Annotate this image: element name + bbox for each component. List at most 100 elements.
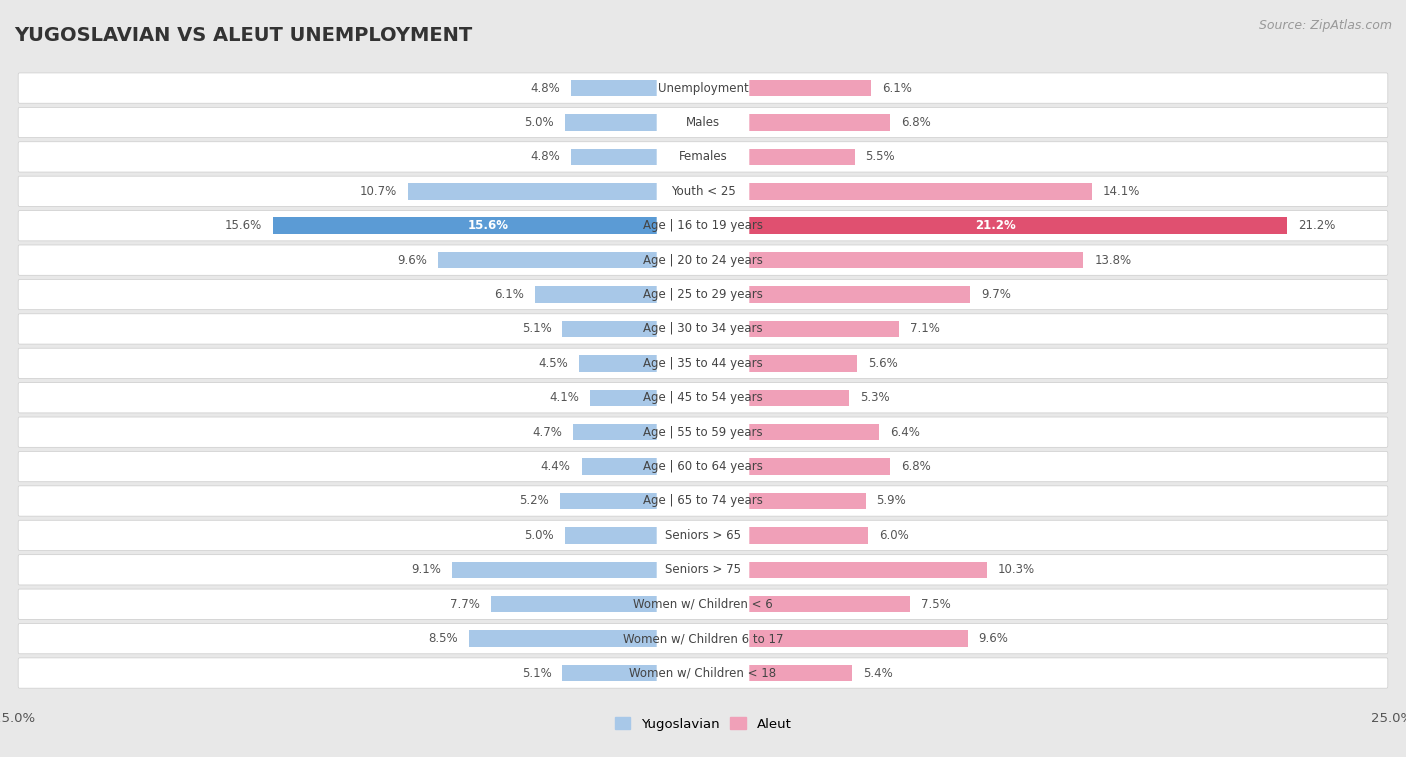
- Text: 4.7%: 4.7%: [533, 425, 562, 438]
- FancyBboxPatch shape: [657, 318, 749, 340]
- Bar: [562, 321, 703, 337]
- Bar: [703, 355, 858, 372]
- Text: Women w/ Children 6 to 17: Women w/ Children 6 to 17: [623, 632, 783, 645]
- Bar: [534, 286, 703, 303]
- Text: Males: Males: [686, 116, 720, 129]
- FancyBboxPatch shape: [657, 146, 749, 168]
- Text: 4.8%: 4.8%: [530, 151, 560, 164]
- FancyBboxPatch shape: [657, 352, 749, 375]
- FancyBboxPatch shape: [18, 589, 1388, 619]
- Text: 5.1%: 5.1%: [522, 667, 551, 680]
- Text: 7.5%: 7.5%: [921, 598, 950, 611]
- Text: 6.1%: 6.1%: [494, 288, 524, 301]
- Text: Age | 35 to 44 years: Age | 35 to 44 years: [643, 357, 763, 370]
- Text: Age | 60 to 64 years: Age | 60 to 64 years: [643, 460, 763, 473]
- Text: 10.7%: 10.7%: [360, 185, 396, 198]
- Text: 7.7%: 7.7%: [450, 598, 479, 611]
- Text: 9.7%: 9.7%: [981, 288, 1011, 301]
- Bar: [703, 148, 855, 165]
- Bar: [703, 665, 852, 681]
- Bar: [273, 217, 703, 234]
- Bar: [703, 424, 879, 441]
- FancyBboxPatch shape: [657, 662, 749, 684]
- Text: 9.6%: 9.6%: [979, 632, 1008, 645]
- Text: Seniors > 65: Seniors > 65: [665, 529, 741, 542]
- FancyBboxPatch shape: [657, 525, 749, 547]
- FancyBboxPatch shape: [657, 421, 749, 443]
- Text: 6.0%: 6.0%: [879, 529, 910, 542]
- Text: 9.6%: 9.6%: [398, 254, 427, 266]
- FancyBboxPatch shape: [18, 176, 1388, 207]
- Text: Unemployment: Unemployment: [658, 82, 748, 95]
- Text: Age | 16 to 19 years: Age | 16 to 19 years: [643, 220, 763, 232]
- Text: YUGOSLAVIAN VS ALEUT UNEMPLOYMENT: YUGOSLAVIAN VS ALEUT UNEMPLOYMENT: [14, 26, 472, 45]
- Bar: [579, 355, 703, 372]
- Bar: [562, 665, 703, 681]
- Text: 6.4%: 6.4%: [890, 425, 921, 438]
- FancyBboxPatch shape: [18, 245, 1388, 276]
- Bar: [703, 493, 866, 509]
- Bar: [703, 390, 849, 406]
- FancyBboxPatch shape: [18, 382, 1388, 413]
- FancyBboxPatch shape: [18, 107, 1388, 138]
- Bar: [571, 148, 703, 165]
- Text: 5.0%: 5.0%: [524, 529, 554, 542]
- Text: 4.4%: 4.4%: [541, 460, 571, 473]
- Bar: [703, 252, 1083, 269]
- Bar: [565, 527, 703, 544]
- Bar: [408, 183, 703, 200]
- FancyBboxPatch shape: [18, 417, 1388, 447]
- Bar: [439, 252, 703, 269]
- Text: Source: ZipAtlas.com: Source: ZipAtlas.com: [1258, 19, 1392, 32]
- FancyBboxPatch shape: [657, 111, 749, 133]
- FancyBboxPatch shape: [18, 348, 1388, 378]
- FancyBboxPatch shape: [18, 314, 1388, 344]
- Bar: [703, 286, 970, 303]
- FancyBboxPatch shape: [18, 142, 1388, 172]
- Bar: [703, 79, 872, 96]
- Text: 5.6%: 5.6%: [869, 357, 898, 370]
- Text: 7.1%: 7.1%: [910, 322, 939, 335]
- Bar: [703, 217, 1288, 234]
- Bar: [453, 562, 703, 578]
- Text: 9.1%: 9.1%: [412, 563, 441, 576]
- FancyBboxPatch shape: [18, 451, 1388, 481]
- Text: Age | 45 to 54 years: Age | 45 to 54 years: [643, 391, 763, 404]
- Bar: [582, 458, 703, 475]
- Text: 14.1%: 14.1%: [1102, 185, 1140, 198]
- Text: 10.3%: 10.3%: [998, 563, 1035, 576]
- Text: 4.5%: 4.5%: [538, 357, 568, 370]
- Bar: [591, 390, 703, 406]
- Legend: Yugoslavian, Aleut: Yugoslavian, Aleut: [609, 712, 797, 736]
- Bar: [703, 631, 967, 647]
- Text: Age | 65 to 74 years: Age | 65 to 74 years: [643, 494, 763, 507]
- FancyBboxPatch shape: [657, 77, 749, 99]
- Text: Women w/ Children < 18: Women w/ Children < 18: [630, 667, 776, 680]
- Text: 8.5%: 8.5%: [427, 632, 458, 645]
- FancyBboxPatch shape: [18, 486, 1388, 516]
- Text: Seniors > 75: Seniors > 75: [665, 563, 741, 576]
- FancyBboxPatch shape: [657, 249, 749, 271]
- FancyBboxPatch shape: [18, 210, 1388, 241]
- Text: Age | 55 to 59 years: Age | 55 to 59 years: [643, 425, 763, 438]
- Bar: [574, 424, 703, 441]
- Bar: [703, 321, 898, 337]
- Bar: [703, 183, 1091, 200]
- FancyBboxPatch shape: [657, 593, 749, 615]
- Text: 5.0%: 5.0%: [524, 116, 554, 129]
- Text: 4.8%: 4.8%: [530, 82, 560, 95]
- Text: 21.2%: 21.2%: [1298, 220, 1336, 232]
- Text: 6.8%: 6.8%: [901, 460, 931, 473]
- Bar: [491, 596, 703, 612]
- Bar: [703, 562, 987, 578]
- Text: Women w/ Children < 6: Women w/ Children < 6: [633, 598, 773, 611]
- Text: 21.2%: 21.2%: [974, 220, 1015, 232]
- FancyBboxPatch shape: [18, 624, 1388, 654]
- FancyBboxPatch shape: [657, 180, 749, 202]
- Text: Age | 25 to 29 years: Age | 25 to 29 years: [643, 288, 763, 301]
- FancyBboxPatch shape: [657, 284, 749, 306]
- Text: 6.1%: 6.1%: [882, 82, 912, 95]
- Text: Youth < 25: Youth < 25: [671, 185, 735, 198]
- Text: 6.8%: 6.8%: [901, 116, 931, 129]
- FancyBboxPatch shape: [18, 520, 1388, 550]
